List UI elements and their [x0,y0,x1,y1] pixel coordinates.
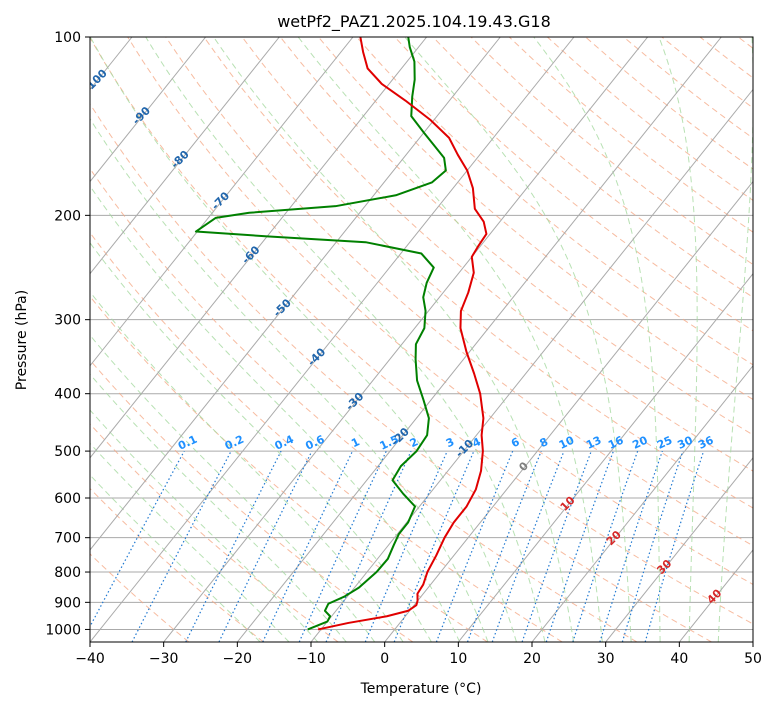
moist-adiabat [717,37,753,642]
mixing-ratio-line [393,450,475,642]
isotherm-line [531,364,753,642]
moist-adiabat [90,37,517,642]
mixing-ratio-line [621,450,684,642]
mixing-ratio-lines [90,450,705,642]
dry-adiabat [90,37,753,625]
plot-frame [89,36,754,643]
y-tick-label: 1000 [45,622,81,638]
isotherm-line [752,641,753,642]
mixing-ratio-line [185,450,282,642]
dry-adiabat [165,37,753,547]
isotherm-line [457,272,753,642]
dry-adiabat [90,423,339,642]
mixing-ratio-line [599,450,663,642]
x-tick-label: 20 [523,651,541,667]
x-tick-label: 0 [380,651,389,667]
x-axis: −40 −30 −20 −10 0 10 20 30 40 50 [75,642,762,667]
moist-adiabat [90,242,432,642]
x-tick-label: 40 [670,651,688,667]
mixing-ratio-label: 16 [606,433,626,451]
moist-adiabat [658,37,698,642]
mixing-ratio-label: 30 [675,433,695,451]
y-tick-label: 400 [54,387,81,403]
dry-adiabat [90,231,563,642]
isotherm-line [236,37,722,642]
y-tick-label: 700 [54,531,81,547]
y-tick-label: 800 [54,565,81,581]
x-tick-label: 30 [597,651,615,667]
moist-adiabat [90,334,376,642]
x-tick-label: −20 [223,651,253,667]
dry-adiabat [90,553,190,642]
mixing-ratio-line [466,450,542,642]
dry-adiabat [90,295,488,642]
y-tick-label: 200 [54,208,81,224]
x-tick-label: 50 [744,651,762,667]
isotherm-line [90,37,354,367]
profiles [194,37,488,631]
x-tick-label: −30 [149,651,179,667]
isotherms [90,37,753,642]
mixing-ratio-line [521,450,592,642]
isotherm-line [90,37,575,642]
x-tick-label: −10 [296,651,326,667]
moist-adiabat [145,37,546,642]
y-tick-label: 300 [54,313,81,329]
mixing-ratio-line [90,450,185,628]
y-axis: 100 200 300 400 500 600 700 800 900 1000 [45,30,90,638]
isotherm-line [90,37,280,275]
temperature-profile [317,37,488,631]
dewpoint-profile [194,37,447,631]
isotherm-line [310,88,753,642]
isotherm-line [90,37,207,183]
moist-adiabats [90,37,753,642]
dry-adiabat [356,37,753,366]
dry-adiabat [127,37,753,585]
y-tick-label: 100 [54,30,81,46]
moist-adiabat [90,474,261,642]
mixing-ratio-line [491,450,565,642]
plot-background [90,37,753,642]
chart-title: wetPf2_PAZ1.2025.104.19.43.G18 [277,12,551,32]
dry-adiabat [90,167,638,642]
mixing-ratio-label: 10 [557,433,577,451]
dry-adiabat [394,37,753,332]
moist-adiabat [90,373,347,642]
moist-adiabat [90,442,290,642]
mixing-ratio-label: 13 [584,434,603,452]
dry-adiabat [90,102,712,642]
moist-adiabat [213,37,575,642]
dry-adiabat [203,37,753,509]
x-tick-label: 10 [449,651,467,667]
moist-adiabat [297,37,603,642]
x-tick-label: −40 [75,651,105,667]
moist-adiabat [90,291,404,642]
y-tick-label: 500 [54,444,81,460]
moist-adiabat [404,37,632,642]
moist-adiabat [90,117,489,642]
x-axis-title: Temperature (°C) [360,681,482,697]
isotherm-line [163,37,649,642]
y-tick-label: 600 [54,491,81,507]
dry-adiabat [318,37,753,401]
isotherm-line [384,180,753,642]
isotherm-line [605,457,753,642]
mixing-ratio-label: 36 [696,433,716,451]
mixing-ratio-line [644,450,705,642]
y-tick-label: 900 [54,595,81,611]
background-lines [90,37,753,642]
mixing-ratio-label: 25 [655,434,674,452]
isotherm-line [90,37,428,459]
mixing-ratio-line [545,450,614,642]
mixing-ratio-line [572,450,639,642]
isotherm-line [90,37,501,551]
moist-adiabat [533,37,661,642]
mixing-ratio-label: 20 [630,433,650,451]
mixing-ratio-line [325,450,412,642]
y-axis-title: Pressure (hPa) [14,290,30,390]
mixing-ratio-line [435,450,514,642]
